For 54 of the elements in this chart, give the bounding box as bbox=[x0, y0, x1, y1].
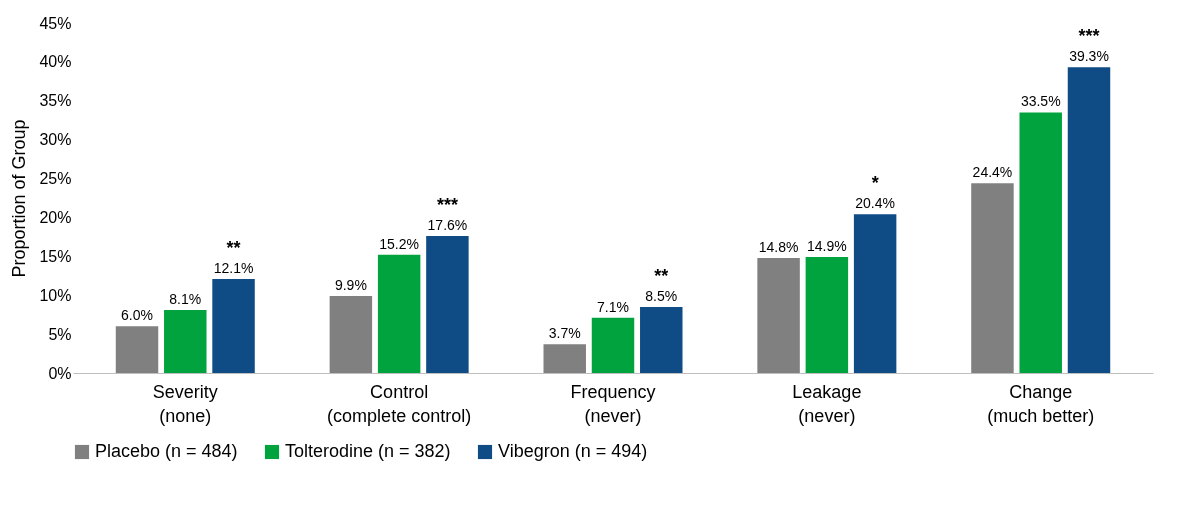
x-tick-label: Control (complete control) bbox=[327, 381, 472, 426]
bar bbox=[164, 310, 207, 373]
y-axis-title: Proportion of Group bbox=[9, 119, 30, 278]
x-tick-label: Frequency (never) bbox=[570, 381, 656, 426]
legend-label: Vibegron (n = 494) bbox=[498, 441, 648, 461]
x-tick-label: Change (much better) bbox=[987, 381, 1095, 426]
bar bbox=[853, 214, 897, 373]
data-label: 9.9% bbox=[334, 277, 367, 293]
y-tick-label: 25% bbox=[39, 170, 72, 188]
data-label: 17.6% bbox=[427, 217, 468, 234]
data-label: 20.4% bbox=[855, 195, 895, 212]
bar bbox=[640, 306, 683, 373]
bar bbox=[1019, 112, 1062, 373]
x-tick-label: Severity (none) bbox=[152, 381, 218, 426]
bar bbox=[426, 236, 469, 373]
data-label: 8.5% bbox=[645, 287, 678, 304]
x-tick-label: Leakage (never) bbox=[792, 381, 862, 426]
data-label: 12.1% bbox=[213, 259, 254, 276]
data-label: 6.0% bbox=[121, 307, 153, 324]
bar bbox=[757, 257, 800, 373]
data-label: 39.3% bbox=[1069, 48, 1109, 65]
data-label: 15.2% bbox=[379, 235, 419, 252]
legend-label: Placebo (n = 484) bbox=[95, 441, 238, 461]
y-tick-label: 5% bbox=[48, 325, 72, 343]
annotation: * bbox=[871, 173, 879, 194]
bar bbox=[377, 254, 421, 373]
annotation: ** bbox=[226, 237, 241, 258]
bar bbox=[543, 344, 586, 373]
data-label: 24.4% bbox=[972, 164, 1013, 181]
data-label: 7.1% bbox=[597, 298, 629, 315]
bar bbox=[1067, 67, 1111, 373]
bar bbox=[971, 183, 1014, 373]
y-tick-label: 40% bbox=[39, 53, 72, 71]
y-tick-label: 0% bbox=[48, 364, 72, 382]
bar bbox=[329, 296, 373, 373]
annotation: ** bbox=[654, 265, 669, 286]
data-label: 3.7% bbox=[548, 325, 581, 342]
data-label: 8.1% bbox=[169, 291, 202, 307]
bar bbox=[805, 257, 849, 373]
y-tick-label: 45% bbox=[39, 14, 72, 32]
annotation: *** bbox=[1078, 26, 1100, 47]
y-tick-label: 30% bbox=[39, 131, 72, 149]
y-tick-label: 10% bbox=[39, 286, 72, 304]
data-label: 14.9% bbox=[807, 238, 847, 255]
bar bbox=[212, 278, 255, 373]
y-tick-label: 15% bbox=[39, 247, 72, 265]
legend-label: Tolterodine (n = 382) bbox=[285, 441, 451, 461]
bar bbox=[115, 326, 159, 373]
data-label: 14.8% bbox=[758, 238, 799, 255]
bar bbox=[591, 317, 635, 373]
y-tick-label: 20% bbox=[39, 208, 72, 226]
data-label: 33.5% bbox=[1020, 93, 1061, 110]
annotation: *** bbox=[436, 195, 458, 216]
y-tick-label: 35% bbox=[39, 92, 72, 110]
